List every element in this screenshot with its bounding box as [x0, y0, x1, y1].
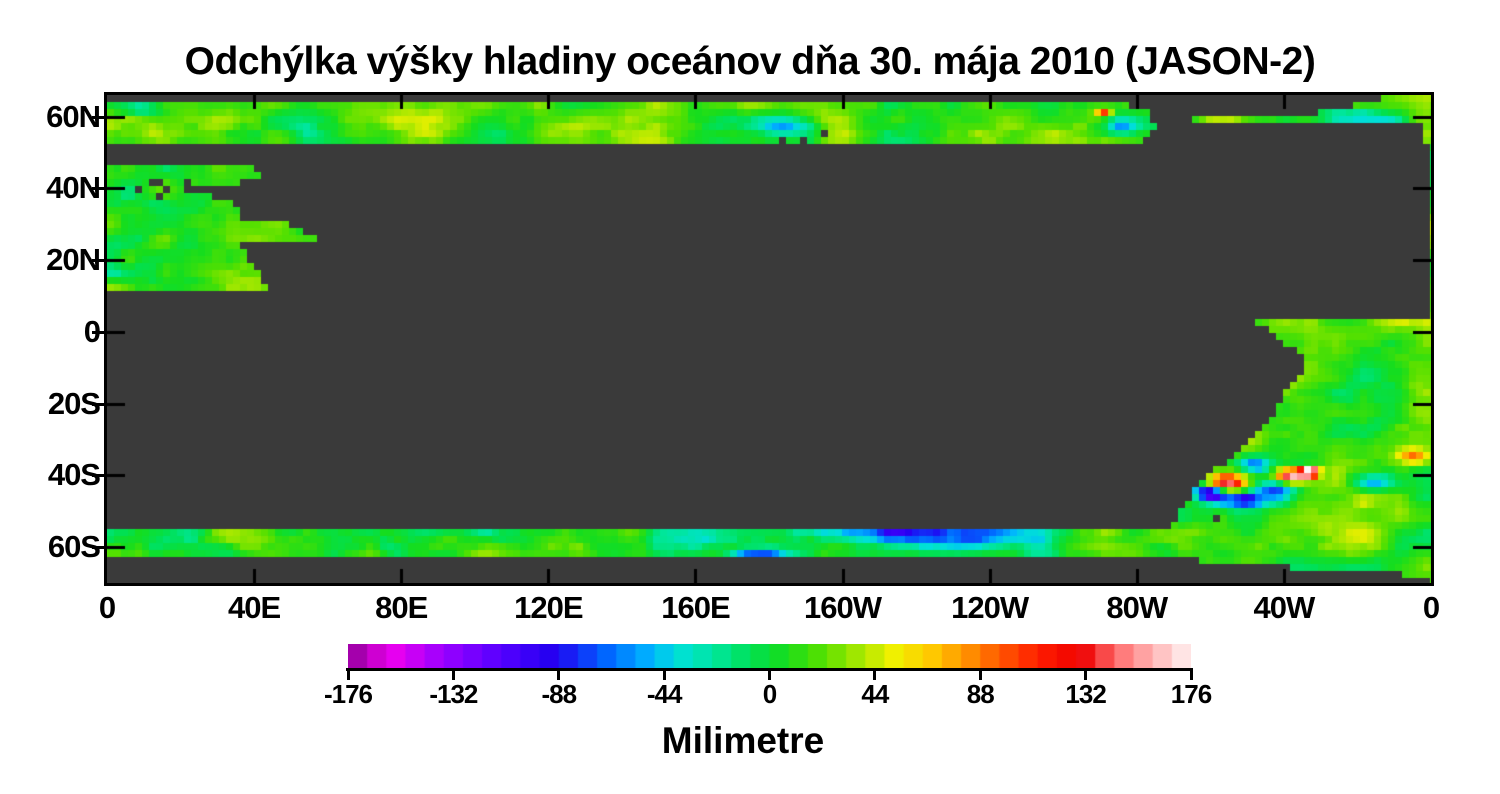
- colorbar-axis-line: [346, 668, 1193, 671]
- lat-label-60S: 60S: [47, 529, 101, 565]
- colorbar-value--132: -132: [429, 679, 478, 709]
- lon-label-120W-240: 120W: [951, 590, 1029, 625]
- colorbar-tick: [451, 671, 455, 680]
- lon-label-40E-40: 40E: [228, 590, 281, 625]
- colorbar-value--176: -176: [323, 679, 373, 709]
- lat-tick-mark: [92, 259, 104, 263]
- lat-label-20N: 20N: [46, 242, 101, 278]
- lon-label-120E-120: 120E: [514, 590, 583, 625]
- lat-tick-mark: [92, 474, 104, 478]
- colorbar-value-0: 0: [762, 679, 777, 709]
- lat-tick-mark: [92, 115, 104, 119]
- colorbar-tick: [557, 671, 561, 680]
- lat-label-40N: 40N: [46, 170, 101, 206]
- colorbar-tick: [1189, 671, 1193, 680]
- lon-label-80W-280: 80W: [1106, 590, 1168, 625]
- colorbar-tick: [346, 671, 350, 680]
- lon-label-0-0: 0: [98, 590, 116, 625]
- lat-tick-mark: [92, 330, 104, 334]
- lat-label-20S: 20S: [47, 385, 101, 421]
- colorbar-unit-label: Milimetre: [661, 720, 825, 761]
- lon-label-80E-80: 80E: [375, 590, 428, 625]
- lat-tick-mark: [92, 402, 104, 406]
- figure-title: Odchýlka výšky hladiny oceánov dňa 30. m…: [184, 40, 1316, 83]
- colorbar-tick: [873, 671, 877, 680]
- lat-tick-mark: [92, 546, 104, 550]
- lat-label-60N: 60N: [46, 98, 101, 134]
- colorbar-value-132: 132: [1065, 679, 1106, 709]
- lat-tick-mark: [92, 187, 104, 191]
- colorbar-tick: [768, 671, 771, 680]
- lon-label-160W-200: 160W: [804, 590, 882, 625]
- colorbar-value-88: 88: [966, 679, 995, 709]
- colorbar-value-44: 44: [861, 679, 889, 709]
- colorbar-gradient: [348, 644, 1191, 668]
- colorbar-tick: [1084, 671, 1088, 680]
- colorbar-tick: [978, 671, 982, 680]
- lon-label-160E-160: 160E: [661, 590, 730, 625]
- lat-label-0: 0: [8, 314, 101, 349]
- colorbar-tick: [662, 671, 666, 680]
- map-frame: [104, 92, 1434, 586]
- world-ocean-height-anomaly-map: [107, 95, 1431, 583]
- colorbar-value-176: 176: [1170, 679, 1212, 709]
- colorbar-value--44: -44: [646, 679, 683, 709]
- lon-label-0-360: 0: [1422, 590, 1440, 625]
- lat-label-40S: 40S: [47, 457, 101, 493]
- lon-label-40W-320: 40W: [1253, 590, 1316, 625]
- colorbar-value--88: -88: [541, 679, 577, 709]
